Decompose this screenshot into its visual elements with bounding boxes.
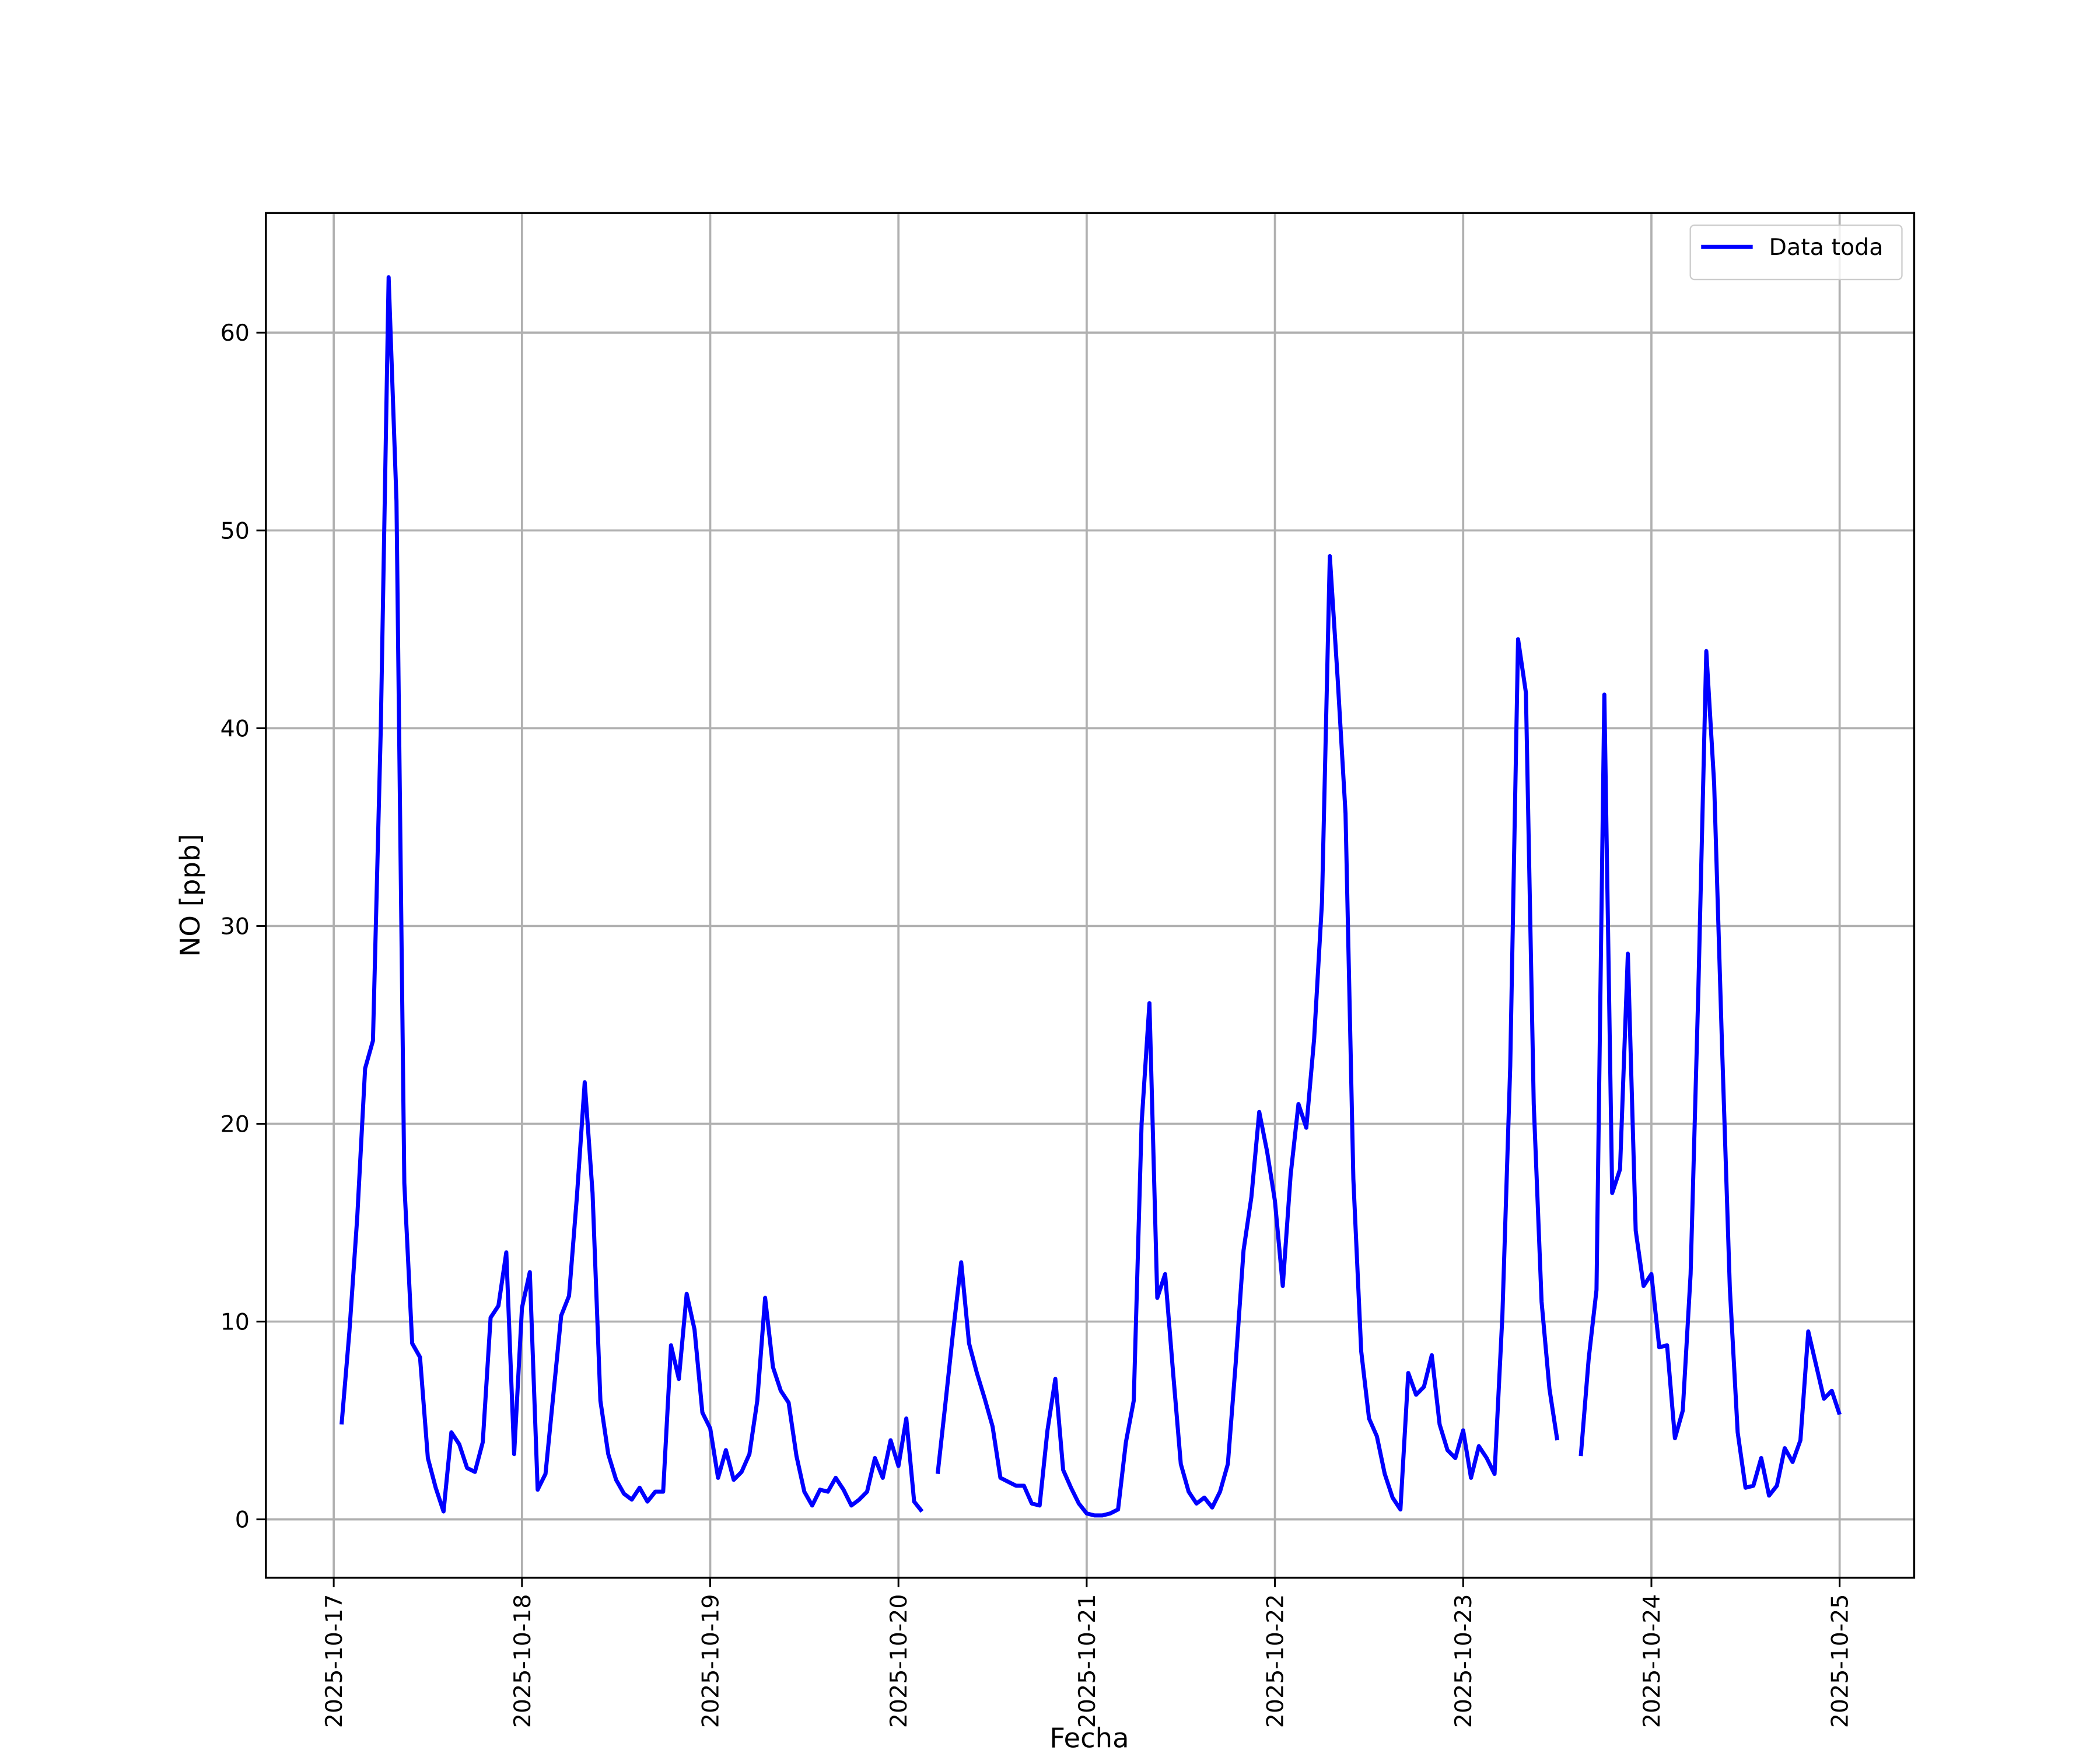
x-axis-label: Fecha — [1049, 1722, 1129, 1750]
y-tick-label: 40 — [220, 715, 250, 742]
plot-frame — [265, 212, 1916, 1579]
x-tick-label: 2025-10-24 — [1639, 1594, 1665, 1728]
y-tick-label: 0 — [235, 1507, 250, 1534]
x-tick-label: 2025-10-19 — [697, 1594, 724, 1728]
y-tick-label: 60 — [220, 320, 250, 346]
data-line — [340, 275, 1842, 1518]
y-tick-label: 20 — [220, 1111, 250, 1138]
legend-box — [1689, 224, 1903, 281]
x-tick-label: 2025-10-21 — [1074, 1594, 1101, 1728]
y-axis-label: NO [ppb] — [174, 834, 206, 957]
x-tick-label: 2025-10-23 — [1450, 1594, 1477, 1728]
x-tick-label: 2025-10-17 — [321, 1594, 348, 1728]
x-tick-label: 2025-10-20 — [886, 1594, 912, 1728]
y-tick-label: 10 — [220, 1309, 250, 1336]
y-tick-label: 50 — [220, 517, 250, 544]
x-tick-label: 2025-10-25 — [1827, 1594, 1854, 1728]
y-tick-label: 30 — [220, 913, 250, 940]
legend: Data toda — [1689, 224, 1903, 281]
x-tick-label: 2025-10-18 — [509, 1594, 536, 1728]
legend-label: Data toda — [1769, 234, 1884, 261]
x-tick-label: 2025-10-22 — [1262, 1594, 1289, 1728]
